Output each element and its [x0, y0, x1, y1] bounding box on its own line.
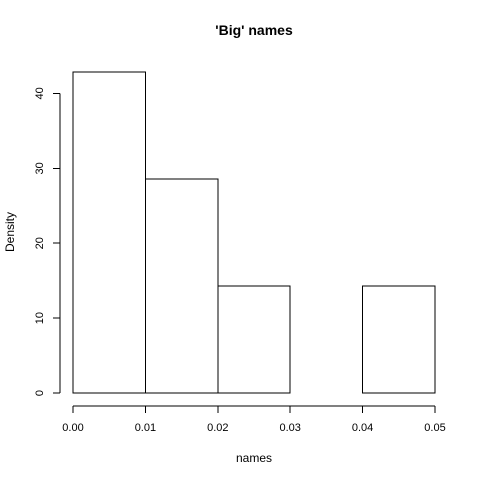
y-axis-label: Density [3, 212, 17, 252]
x-tick-label-5: 0.05 [424, 422, 445, 434]
y-tick-label-0: 0 [34, 390, 46, 396]
bars-group [72, 71, 436, 394]
chart-title: 'Big' names [215, 22, 293, 38]
y-tick-label-3: 30 [34, 162, 46, 174]
x-tick-label-3: 0.03 [279, 422, 300, 434]
y-tick-label-2: 20 [34, 237, 46, 249]
histogram-bar-1 [144, 178, 219, 394]
y-axis: 0 10 20 30 40 [34, 87, 61, 396]
y-tick-label-4: 40 [34, 87, 46, 99]
histogram-bar-2 [217, 285, 291, 394]
x-axis-label: names [236, 451, 272, 465]
x-tick-label-4: 0.04 [352, 422, 373, 434]
x-axis: 0.00 0.01 0.02 0.03 0.04 0.05 [62, 405, 446, 434]
histogram-bar-0 [72, 71, 146, 394]
x-tick-label-2: 0.02 [207, 422, 228, 434]
histogram-bar-4 [362, 285, 436, 394]
y-tick-label-1: 10 [34, 312, 46, 324]
x-tick-label-0: 0.00 [62, 422, 83, 434]
x-tick-label-1: 0.01 [135, 422, 156, 434]
